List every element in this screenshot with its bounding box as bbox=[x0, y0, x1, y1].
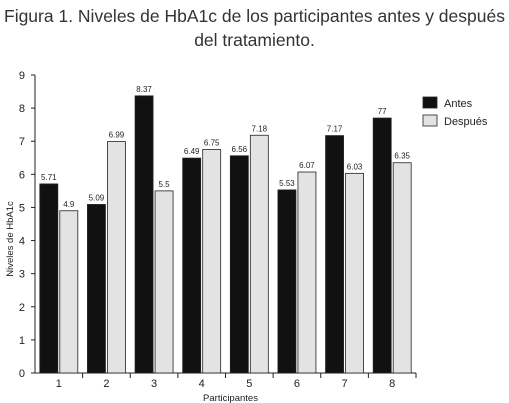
x-tick-label: 2 bbox=[103, 378, 109, 390]
bar-value-label: 6.56 bbox=[232, 145, 248, 154]
x-tick-label: 8 bbox=[389, 378, 395, 390]
bar-antes bbox=[229, 155, 249, 374]
bar-value-label: 5.09 bbox=[89, 193, 105, 202]
bar-value-label: 7.17 bbox=[327, 125, 343, 134]
bar-antes bbox=[372, 117, 392, 374]
figure-title-line2: del tratamiento. bbox=[194, 30, 315, 50]
y-tick-label: 6 bbox=[19, 169, 25, 181]
figure-title: Figura 1. Niveles de HbA1c de los partic… bbox=[0, 4, 509, 52]
bar-antes bbox=[134, 95, 154, 374]
bar-antes bbox=[277, 189, 297, 374]
legend-swatch bbox=[422, 114, 438, 127]
bar-value-label: 6.07 bbox=[299, 161, 315, 170]
bar-antes bbox=[182, 157, 202, 374]
bar-despues bbox=[297, 171, 317, 374]
bar-value-label: 5.5 bbox=[159, 180, 171, 189]
bar-despues bbox=[392, 162, 412, 374]
bar-antes bbox=[39, 183, 59, 374]
bar-value-label: 6.75 bbox=[204, 139, 220, 148]
bar-antes bbox=[325, 135, 344, 374]
bar-value-label: 6.03 bbox=[347, 162, 363, 171]
y-tick-label: 7 bbox=[19, 136, 25, 148]
y-tick-label: 2 bbox=[19, 302, 25, 314]
y-tick-label: 3 bbox=[19, 269, 25, 281]
legend-label: Antes bbox=[444, 98, 473, 110]
bar-value-label: 77 bbox=[378, 107, 387, 116]
bar-value-label: 6.99 bbox=[109, 131, 125, 140]
bar-despues bbox=[154, 190, 174, 374]
bar-despues bbox=[59, 210, 79, 374]
legend-label: Después bbox=[444, 116, 488, 128]
bar-value-label: 6.49 bbox=[184, 147, 200, 156]
x-tick-label: 1 bbox=[56, 378, 62, 390]
bar-value-label: 5.71 bbox=[41, 173, 57, 182]
bar-despues bbox=[202, 149, 222, 374]
bar-antes bbox=[87, 204, 106, 374]
x-tick-label: 7 bbox=[342, 378, 348, 390]
x-axis-title: Participantes bbox=[203, 393, 258, 403]
legend-swatch bbox=[422, 96, 438, 109]
bar-value-label: 6.35 bbox=[394, 152, 410, 161]
y-tick-label: 8 bbox=[19, 103, 25, 115]
chart-legend: Antes Después bbox=[422, 96, 488, 128]
y-tick-label: 0 bbox=[19, 368, 25, 380]
y-tick-label: 4 bbox=[19, 236, 25, 248]
bar-despues bbox=[249, 134, 269, 374]
x-tick-label: 5 bbox=[246, 378, 252, 390]
y-tick-label: 1 bbox=[19, 335, 25, 347]
y-tick-label: 5 bbox=[19, 202, 25, 214]
bar-value-label: 4.9 bbox=[63, 200, 75, 209]
x-tick-label: 4 bbox=[199, 378, 205, 390]
bar-value-label: 5.53 bbox=[279, 179, 295, 188]
y-axis-title: Niveles de HbA1c bbox=[5, 201, 16, 277]
bar-value-label: 8.37 bbox=[136, 85, 152, 94]
chart-bars: 5.71 4.9 5.09 6.99 8.37 5.5 6.49 6.75 6.56 7.18 5.… bbox=[39, 85, 412, 374]
y-tick-label: 9 bbox=[19, 70, 25, 82]
x-tick-label: 3 bbox=[151, 378, 157, 390]
figure-title-line1: Figura 1. Niveles de HbA1c de los partic… bbox=[4, 6, 505, 26]
bar-despues bbox=[345, 172, 364, 374]
x-tick-label: 6 bbox=[294, 378, 300, 390]
bar-value-label: 7.18 bbox=[252, 124, 268, 133]
bar-despues bbox=[107, 141, 126, 374]
